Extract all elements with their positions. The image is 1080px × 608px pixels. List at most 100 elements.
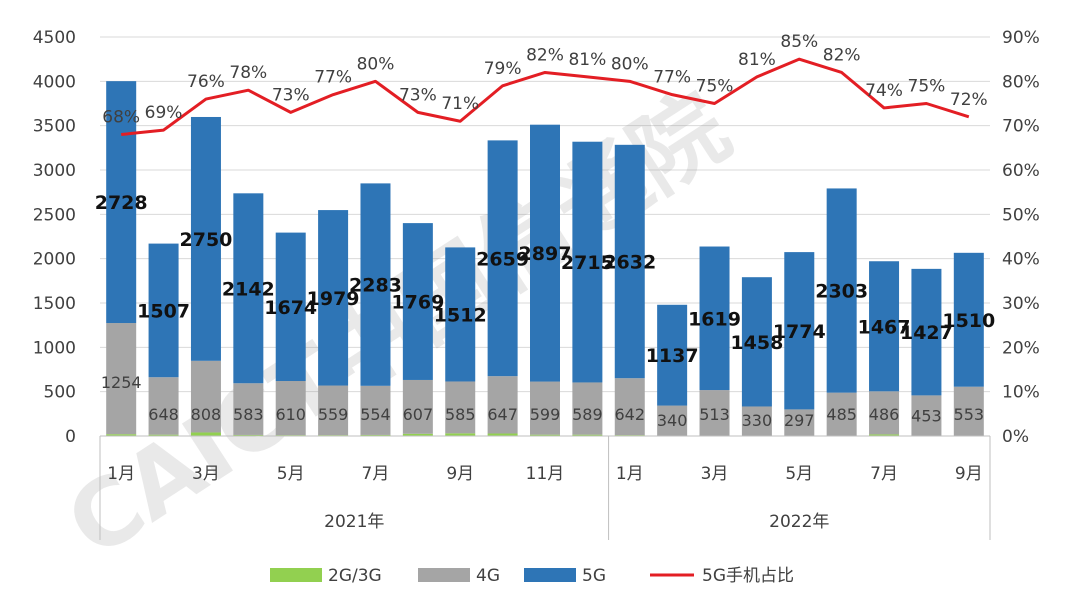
label-share-pct: 75% — [908, 77, 946, 97]
label-4g: 553 — [954, 405, 985, 424]
x-tick-label: 5月 — [785, 464, 813, 484]
bar-4g — [275, 381, 306, 436]
label-4g: 297 — [784, 411, 815, 430]
label-5g: 1467 — [858, 316, 911, 338]
bar-4g — [826, 392, 857, 436]
bar-2g3g — [360, 434, 391, 436]
year-group-label: 2021年 — [324, 512, 384, 532]
label-4g: 453 — [911, 406, 942, 425]
label-5g: 2303 — [815, 281, 868, 303]
bar-5g — [190, 116, 221, 361]
bar-2g3g — [869, 434, 900, 436]
bar-5g — [275, 232, 306, 382]
label-4g: 583 — [233, 405, 264, 424]
label-5g: 2659 — [476, 248, 529, 270]
label-share-pct: 77% — [653, 68, 691, 88]
bars — [106, 81, 984, 436]
bar-5g — [360, 183, 391, 386]
x-tick-label: 7月 — [870, 464, 898, 484]
axes: 0 500 1000 1500 2000 2500 3000 3500 4000 4500 0% 10… — [33, 28, 1040, 540]
y-left-tick-label: 4500 — [33, 28, 76, 48]
y-right-tick-label: 70% — [1002, 117, 1040, 137]
label-share-pct: 81% — [568, 50, 606, 70]
bar-5g — [572, 141, 603, 383]
legend: 2G/3G 4G 5G 5G手机占比 — [270, 566, 794, 586]
x-tick-label: 3月 — [192, 464, 220, 484]
x-tick-label: 5月 — [277, 464, 305, 484]
bar-5g — [148, 243, 179, 378]
label-5g: 2897 — [519, 243, 572, 265]
y-right-tick-label: 10% — [1002, 383, 1040, 403]
label-5g: 1507 — [137, 300, 190, 322]
bar-5g — [657, 304, 688, 406]
label-4g: 610 — [275, 405, 306, 424]
year-group-label: 2022年 — [769, 512, 829, 532]
y-right-tick-label: 20% — [1002, 338, 1040, 358]
label-4g: 599 — [530, 405, 561, 424]
label-5g: 2632 — [603, 252, 656, 274]
bar-4g — [699, 390, 730, 436]
label-5g: 1458 — [730, 332, 783, 354]
label-4g: 642 — [614, 405, 645, 424]
label-4g: 485 — [826, 405, 857, 424]
legend-swatch — [418, 568, 470, 582]
bar-4g — [233, 383, 264, 435]
label-share-pct: 71% — [441, 94, 479, 114]
share-line — [121, 57, 970, 137]
bar-5g — [614, 144, 645, 379]
bar-4g — [530, 381, 560, 435]
bar-4g — [318, 385, 349, 436]
x-tick-label: 7月 — [362, 464, 390, 484]
label-5g: 1619 — [688, 308, 741, 330]
data-labels: 1254 2728 68% 648 1507 69% 808 2750 76% 583 2142 78… — [95, 32, 996, 430]
label-5g: 1774 — [773, 321, 826, 343]
label-share-pct: 74% — [865, 81, 903, 101]
bar-5g — [826, 188, 857, 393]
bar-5g — [953, 252, 984, 387]
label-5g: 2715 — [561, 252, 614, 274]
x-tick-label: 1月 — [616, 464, 644, 484]
y-right-tick-label: 50% — [1002, 205, 1040, 225]
y-left-tick-label: 0 — [65, 427, 76, 447]
bar-4g — [741, 406, 772, 436]
bar-4g — [657, 405, 688, 436]
share-line-path — [121, 57, 970, 137]
legend-label: 4G — [476, 566, 500, 586]
bar-2g3g — [487, 433, 518, 436]
bar-5g — [784, 252, 815, 410]
bar-4g — [402, 379, 433, 434]
legend-label: 5G手机占比 — [702, 566, 794, 586]
bar-5g — [741, 277, 772, 407]
bar-5g — [318, 210, 349, 386]
label-share-pct: 81% — [738, 50, 776, 70]
x-tick-label: 9月 — [955, 464, 983, 484]
label-5g: 2142 — [222, 278, 275, 300]
label-share-pct: 75% — [696, 77, 734, 97]
bar-5g — [869, 261, 900, 392]
y-right-tick-label: 40% — [1002, 250, 1040, 270]
label-4g: 513 — [699, 405, 730, 424]
label-4g: 554 — [360, 405, 391, 424]
label-5g: 1979 — [307, 288, 360, 310]
bar-4g — [106, 323, 137, 435]
label-4g: 648 — [148, 405, 179, 424]
label-share-pct: 76% — [187, 72, 225, 92]
label-share-pct: 73% — [399, 85, 437, 105]
legend-label: 2G/3G — [328, 566, 382, 586]
legend-swatch — [270, 568, 322, 582]
bar-4g — [911, 395, 942, 436]
y-right-tick-label: 0% — [1002, 427, 1029, 447]
bar-4g — [784, 409, 815, 436]
y-right-tick-label: 90% — [1002, 28, 1040, 48]
x-tick-label: 11月 — [526, 464, 565, 484]
y-right-tick-label: 30% — [1002, 294, 1040, 314]
label-4g: 486 — [869, 405, 900, 424]
label-4g: 1254 — [101, 373, 142, 392]
bar-5g — [911, 268, 942, 396]
bar-4g — [445, 381, 476, 434]
y-left-tick-label: 4000 — [33, 72, 76, 92]
bar-2g3g — [148, 434, 179, 436]
bar-2g3g — [572, 434, 603, 436]
bar-5g — [445, 247, 476, 382]
